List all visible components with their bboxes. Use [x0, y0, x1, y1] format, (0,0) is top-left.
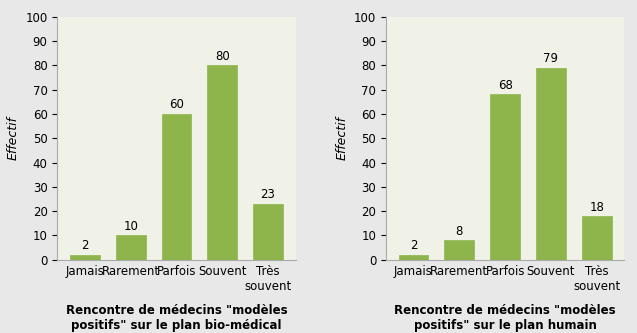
Text: 10: 10	[123, 220, 138, 233]
Text: 80: 80	[215, 50, 229, 63]
Text: 2: 2	[81, 239, 89, 252]
Bar	[582, 216, 612, 260]
Text: 18: 18	[589, 200, 605, 213]
Y-axis label: Effectif: Effectif	[7, 116, 20, 160]
Text: 23: 23	[261, 188, 275, 201]
Text: 60: 60	[169, 99, 184, 112]
Text: 2: 2	[410, 239, 417, 252]
Bar	[536, 68, 566, 260]
Y-axis label: Effectif: Effectif	[336, 116, 348, 160]
Text: 8: 8	[455, 225, 463, 238]
X-axis label: Rencontre de médecins "modèles
positifs" sur le plan bio-médical: Rencontre de médecins "modèles positifs"…	[66, 304, 287, 332]
Bar	[445, 240, 474, 260]
Bar	[70, 255, 100, 260]
Bar	[253, 204, 283, 260]
Bar	[162, 114, 191, 260]
Bar	[208, 65, 237, 260]
Text: 68: 68	[497, 79, 513, 92]
X-axis label: Rencontre de médecins "modèles
positifs" sur le plan humain: Rencontre de médecins "modèles positifs"…	[394, 304, 616, 332]
Bar	[399, 255, 429, 260]
Bar	[490, 95, 520, 260]
Text: 79: 79	[543, 52, 559, 65]
Bar	[116, 235, 145, 260]
